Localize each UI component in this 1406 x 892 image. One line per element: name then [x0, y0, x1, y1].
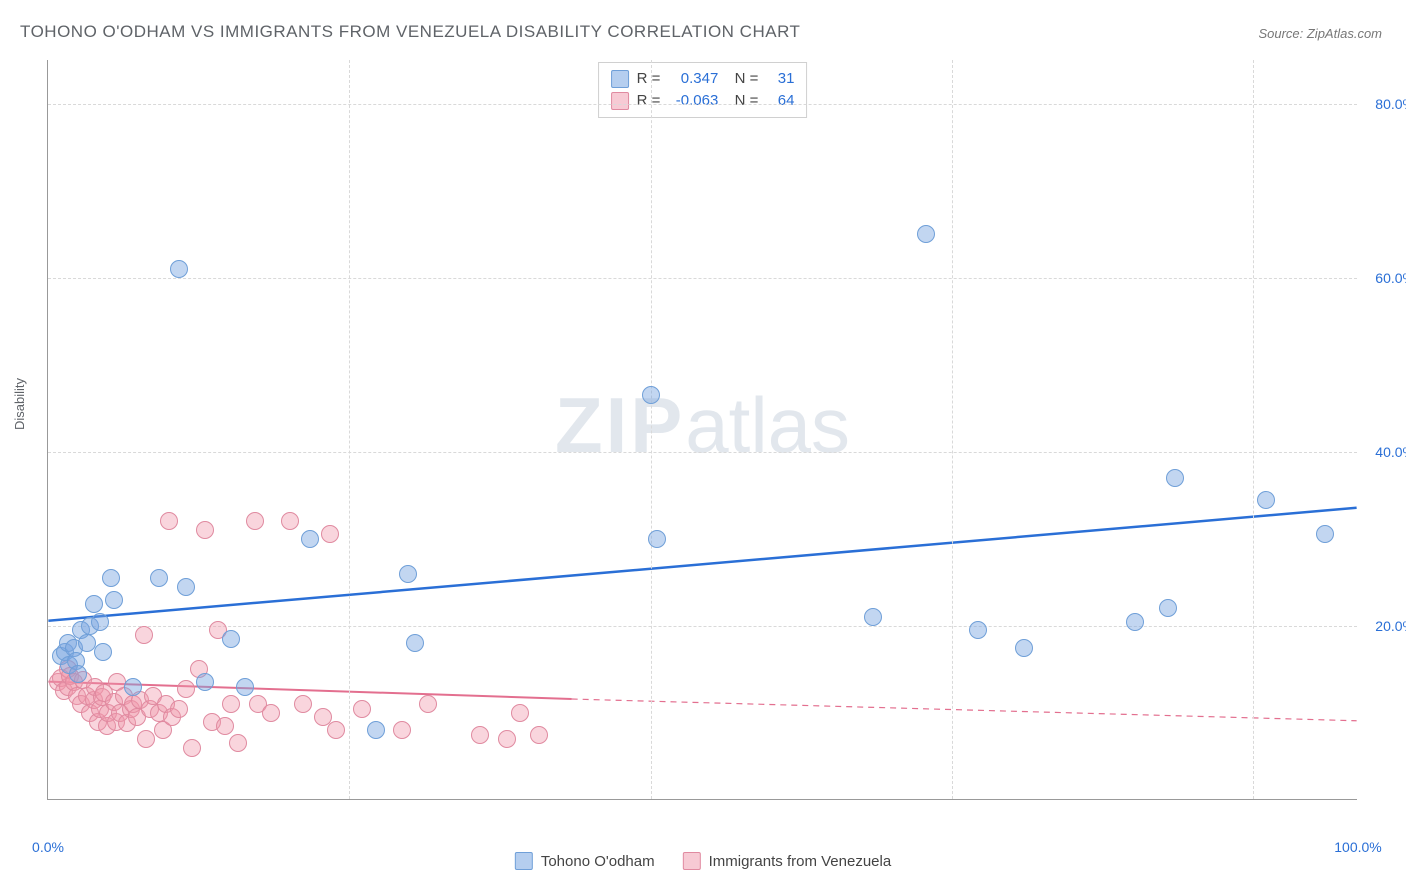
point-series-b	[196, 521, 214, 539]
point-series-b	[246, 512, 264, 530]
point-series-a	[642, 386, 660, 404]
point-series-a	[102, 569, 120, 587]
point-series-b	[137, 730, 155, 748]
y-tick-label: 40.0%	[1365, 444, 1406, 460]
point-series-a	[124, 678, 142, 696]
point-series-b	[321, 525, 339, 543]
point-series-b	[160, 512, 178, 530]
point-series-b	[177, 680, 195, 698]
point-series-a	[177, 578, 195, 596]
point-series-a	[648, 530, 666, 548]
x-tick-right: 100.0%	[1334, 839, 1381, 855]
source-attribution: Source: ZipAtlas.com	[1258, 26, 1382, 41]
point-series-a	[969, 621, 987, 639]
point-series-b	[511, 704, 529, 722]
gridline-horizontal	[48, 278, 1357, 279]
gridline-horizontal	[48, 452, 1357, 453]
point-series-b	[281, 512, 299, 530]
point-series-a	[91, 613, 109, 631]
stat-n-value-a: 31	[766, 68, 794, 90]
legend-correlation-box: R = 0.347 N = 31 R = -0.063 N = 64	[598, 62, 808, 118]
point-series-a	[367, 721, 385, 739]
point-series-a	[170, 260, 188, 278]
point-series-a	[1316, 525, 1334, 543]
gridline-horizontal	[48, 104, 1357, 105]
point-series-a	[94, 643, 112, 661]
watermark-light: atlas	[685, 380, 850, 468]
point-series-b	[498, 730, 516, 748]
point-series-b	[262, 704, 280, 722]
gridline-vertical	[1253, 60, 1254, 799]
point-series-a	[105, 591, 123, 609]
legend-swatch-a	[515, 852, 533, 870]
point-series-a	[1015, 639, 1033, 657]
watermark: ZIPatlas	[555, 379, 850, 470]
y-tick-label: 60.0%	[1365, 270, 1406, 286]
stat-r-label: R =	[637, 68, 661, 90]
legend-swatch-b	[611, 92, 629, 110]
stat-r-value-b: -0.063	[668, 90, 718, 112]
point-series-b	[229, 734, 247, 752]
point-series-a	[69, 665, 87, 683]
point-series-b	[327, 721, 345, 739]
y-axis-label: Disability	[12, 378, 27, 430]
point-series-a	[85, 595, 103, 613]
y-tick-label: 80.0%	[1365, 96, 1406, 112]
point-series-b	[183, 739, 201, 757]
stat-r-value-a: 0.347	[668, 68, 718, 90]
y-tick-label: 20.0%	[1365, 618, 1406, 634]
point-series-a	[1166, 469, 1184, 487]
point-series-a	[1159, 599, 1177, 617]
point-series-a	[196, 673, 214, 691]
point-series-b	[471, 726, 489, 744]
legend-label-b: Immigrants from Venezuela	[709, 853, 892, 870]
point-series-b	[222, 695, 240, 713]
stat-r-label: R =	[637, 90, 661, 112]
trend-line	[572, 699, 1357, 721]
legend-swatch-a	[611, 70, 629, 88]
gridline-vertical	[651, 60, 652, 799]
point-series-b	[353, 700, 371, 718]
point-series-a	[917, 225, 935, 243]
stat-n-label: N =	[726, 90, 758, 112]
point-series-a	[1257, 491, 1275, 509]
scatter-plot-area: ZIPatlas R = 0.347 N = 31 R = -0.063 N =…	[47, 60, 1357, 800]
legend-series: Tohono O'odham Immigrants from Venezuela	[515, 852, 891, 870]
point-series-a	[1126, 613, 1144, 631]
point-series-a	[222, 630, 240, 648]
gridline-vertical	[952, 60, 953, 799]
point-series-a	[399, 565, 417, 583]
legend-label-a: Tohono O'odham	[541, 853, 655, 870]
legend-item-b: Immigrants from Venezuela	[683, 852, 892, 870]
watermark-bold: ZIP	[555, 380, 685, 468]
legend-swatch-b	[683, 852, 701, 870]
point-series-b	[530, 726, 548, 744]
point-series-b	[419, 695, 437, 713]
legend-stat-row: R = -0.063 N = 64	[611, 90, 795, 112]
gridline-vertical	[349, 60, 350, 799]
point-series-a	[864, 608, 882, 626]
point-series-b	[135, 626, 153, 644]
legend-stat-row: R = 0.347 N = 31	[611, 68, 795, 90]
point-series-b	[393, 721, 411, 739]
point-series-b	[294, 695, 312, 713]
point-series-b	[170, 700, 188, 718]
chart-title: TOHONO O'ODHAM VS IMMIGRANTS FROM VENEZU…	[20, 22, 800, 42]
gridline-horizontal	[48, 626, 1357, 627]
stat-n-value-b: 64	[766, 90, 794, 112]
point-series-a	[301, 530, 319, 548]
point-series-a	[406, 634, 424, 652]
x-tick-left: 0.0%	[32, 839, 64, 855]
point-series-b	[216, 717, 234, 735]
point-series-a	[236, 678, 254, 696]
stat-n-label: N =	[726, 68, 758, 90]
legend-item-a: Tohono O'odham	[515, 852, 655, 870]
point-series-a	[150, 569, 168, 587]
